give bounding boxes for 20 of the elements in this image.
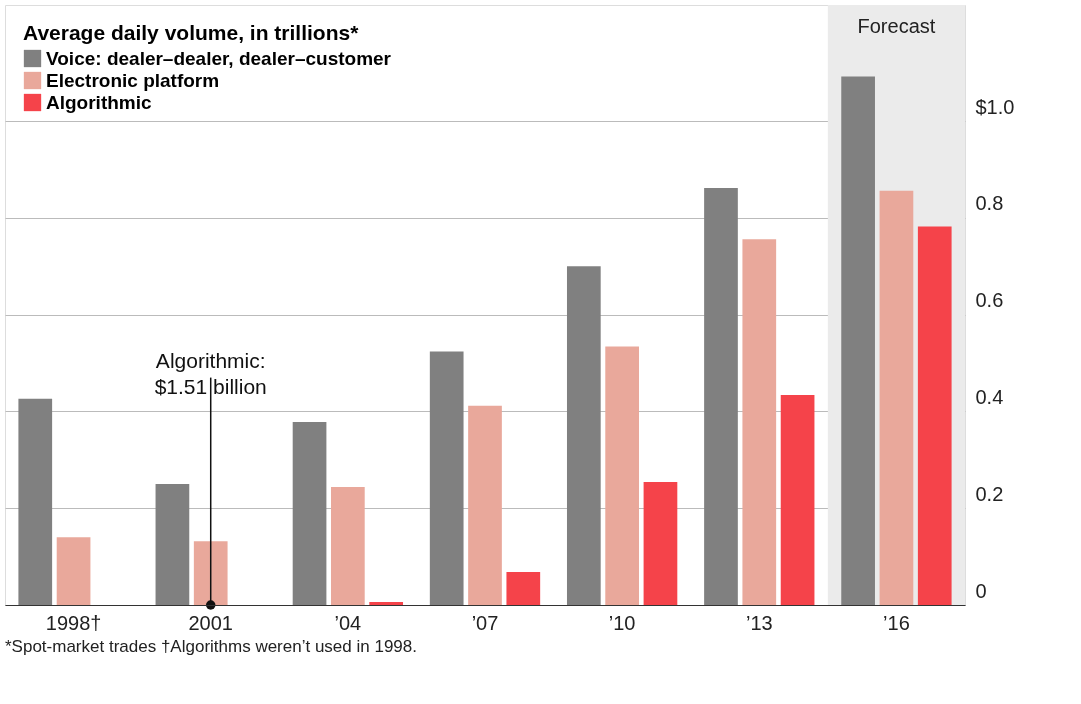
text: *Spot-market trades †Algorithms weren’t used in 1998. [5,637,417,656]
legend-label: Electronic platform [46,69,220,91]
x-tick-label: ’13 [745,611,773,634]
x-tick-label: ’04 [334,611,362,634]
x-tick-label: ’16 [883,611,910,634]
y-tick-label: 0.2 [975,482,1004,505]
annotation: Algorithmic: $1.51 billion [154,348,267,398]
y-tick-label: 0.6 [975,289,1004,312]
x-tick-label: ’07 [471,611,499,634]
y-tick-label: 0.8 [975,192,1004,215]
legend-label: Voice: dealer–dealer, dealer–customer [46,47,392,69]
y-tick-label: 0 [975,579,987,602]
legend-label: Algorithmic [46,91,152,113]
x-tick-label: 1998† [45,611,102,634]
legend-title: Average daily volume, in trillions* [23,21,360,44]
x-tick-label: ’10 [608,611,636,634]
x-tick-label: 2001 [188,611,233,634]
y-tick-label: 0.4 [975,385,1004,408]
y-tick-label: $1.0 [975,95,1015,118]
band-label: Forecast [857,15,936,37]
